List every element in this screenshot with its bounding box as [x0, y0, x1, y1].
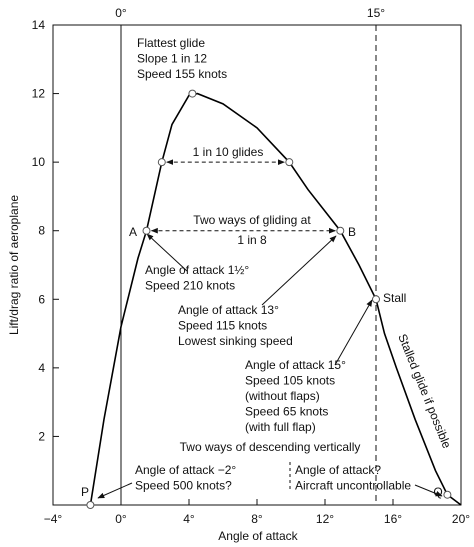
marker [142, 226, 151, 235]
annotation: Lowest sinking speed [178, 334, 293, 348]
annotation: Slope 1 in 12 [137, 52, 207, 66]
annotation: (without flaps) [245, 389, 320, 403]
top-tick-label: 0° [115, 6, 127, 20]
y-tick-label: 12 [32, 87, 46, 101]
x-tick-label: 20° [452, 512, 470, 526]
x-tick-label: 0° [115, 512, 127, 526]
top-tick-label: 15° [367, 6, 385, 20]
annotation: Angle of attack 1½° [145, 263, 249, 277]
marker [372, 295, 380, 304]
annotation: A [129, 225, 137, 239]
marker [443, 490, 452, 499]
annotation: 1 in 8 [237, 233, 267, 247]
annotation: Stalled glide if possible [395, 332, 454, 451]
annotation: P [81, 485, 89, 499]
arrows [97, 233, 443, 499]
annotation: Angle of attack −2° [135, 463, 236, 477]
annotation: Two ways of gliding at [193, 213, 311, 227]
annotation: Angle of attack 13° [178, 303, 279, 317]
x-tick-label: 12° [316, 512, 334, 526]
annotation: 1 in 10 glides [193, 145, 264, 159]
annotation: Q [433, 485, 442, 499]
annotation: Speed 115 knots [178, 319, 267, 333]
annotation: Speed 210 knots [145, 279, 235, 293]
annotation: Angle of attack 15° [245, 358, 346, 372]
annotation: (with full flap) [245, 420, 316, 434]
annotation: Speed 500 knots? [135, 479, 232, 493]
x-tick-label: 4° [183, 512, 195, 526]
annotation: Aircraft uncontrollable [295, 479, 411, 493]
y-axis-label: Lift/drag ratio of aeroplane [7, 195, 21, 335]
annotation: Two ways of descending vertically [180, 440, 361, 454]
marker [336, 226, 345, 235]
y-tick-label: 2 [38, 429, 45, 443]
y-tick-label: 10 [32, 155, 46, 169]
y-tick-label: 14 [32, 18, 46, 32]
curve [89, 92, 462, 506]
y-tick-label: 6 [38, 292, 45, 306]
annotation: Speed 65 knots [245, 405, 328, 419]
x-axis-label: Angle of attack [218, 529, 298, 543]
x-tick-label: 8° [251, 512, 263, 526]
marker [188, 89, 197, 98]
annotation: Angle of attack? [295, 463, 381, 477]
annotation: Speed 105 knots [245, 374, 335, 388]
annotation: Stall [383, 291, 406, 305]
y-tick-label: 8 [38, 224, 45, 238]
y-tick-label: 4 [38, 361, 45, 375]
annotation: Speed 155 knots [137, 67, 227, 81]
x-tick-label: 16° [384, 512, 402, 526]
x-tick-label: −4° [44, 512, 63, 526]
marker [285, 158, 294, 167]
marker [86, 501, 95, 509]
annotation: Flattest glide [137, 36, 205, 50]
marker [157, 158, 166, 167]
annotation: B [348, 225, 356, 239]
